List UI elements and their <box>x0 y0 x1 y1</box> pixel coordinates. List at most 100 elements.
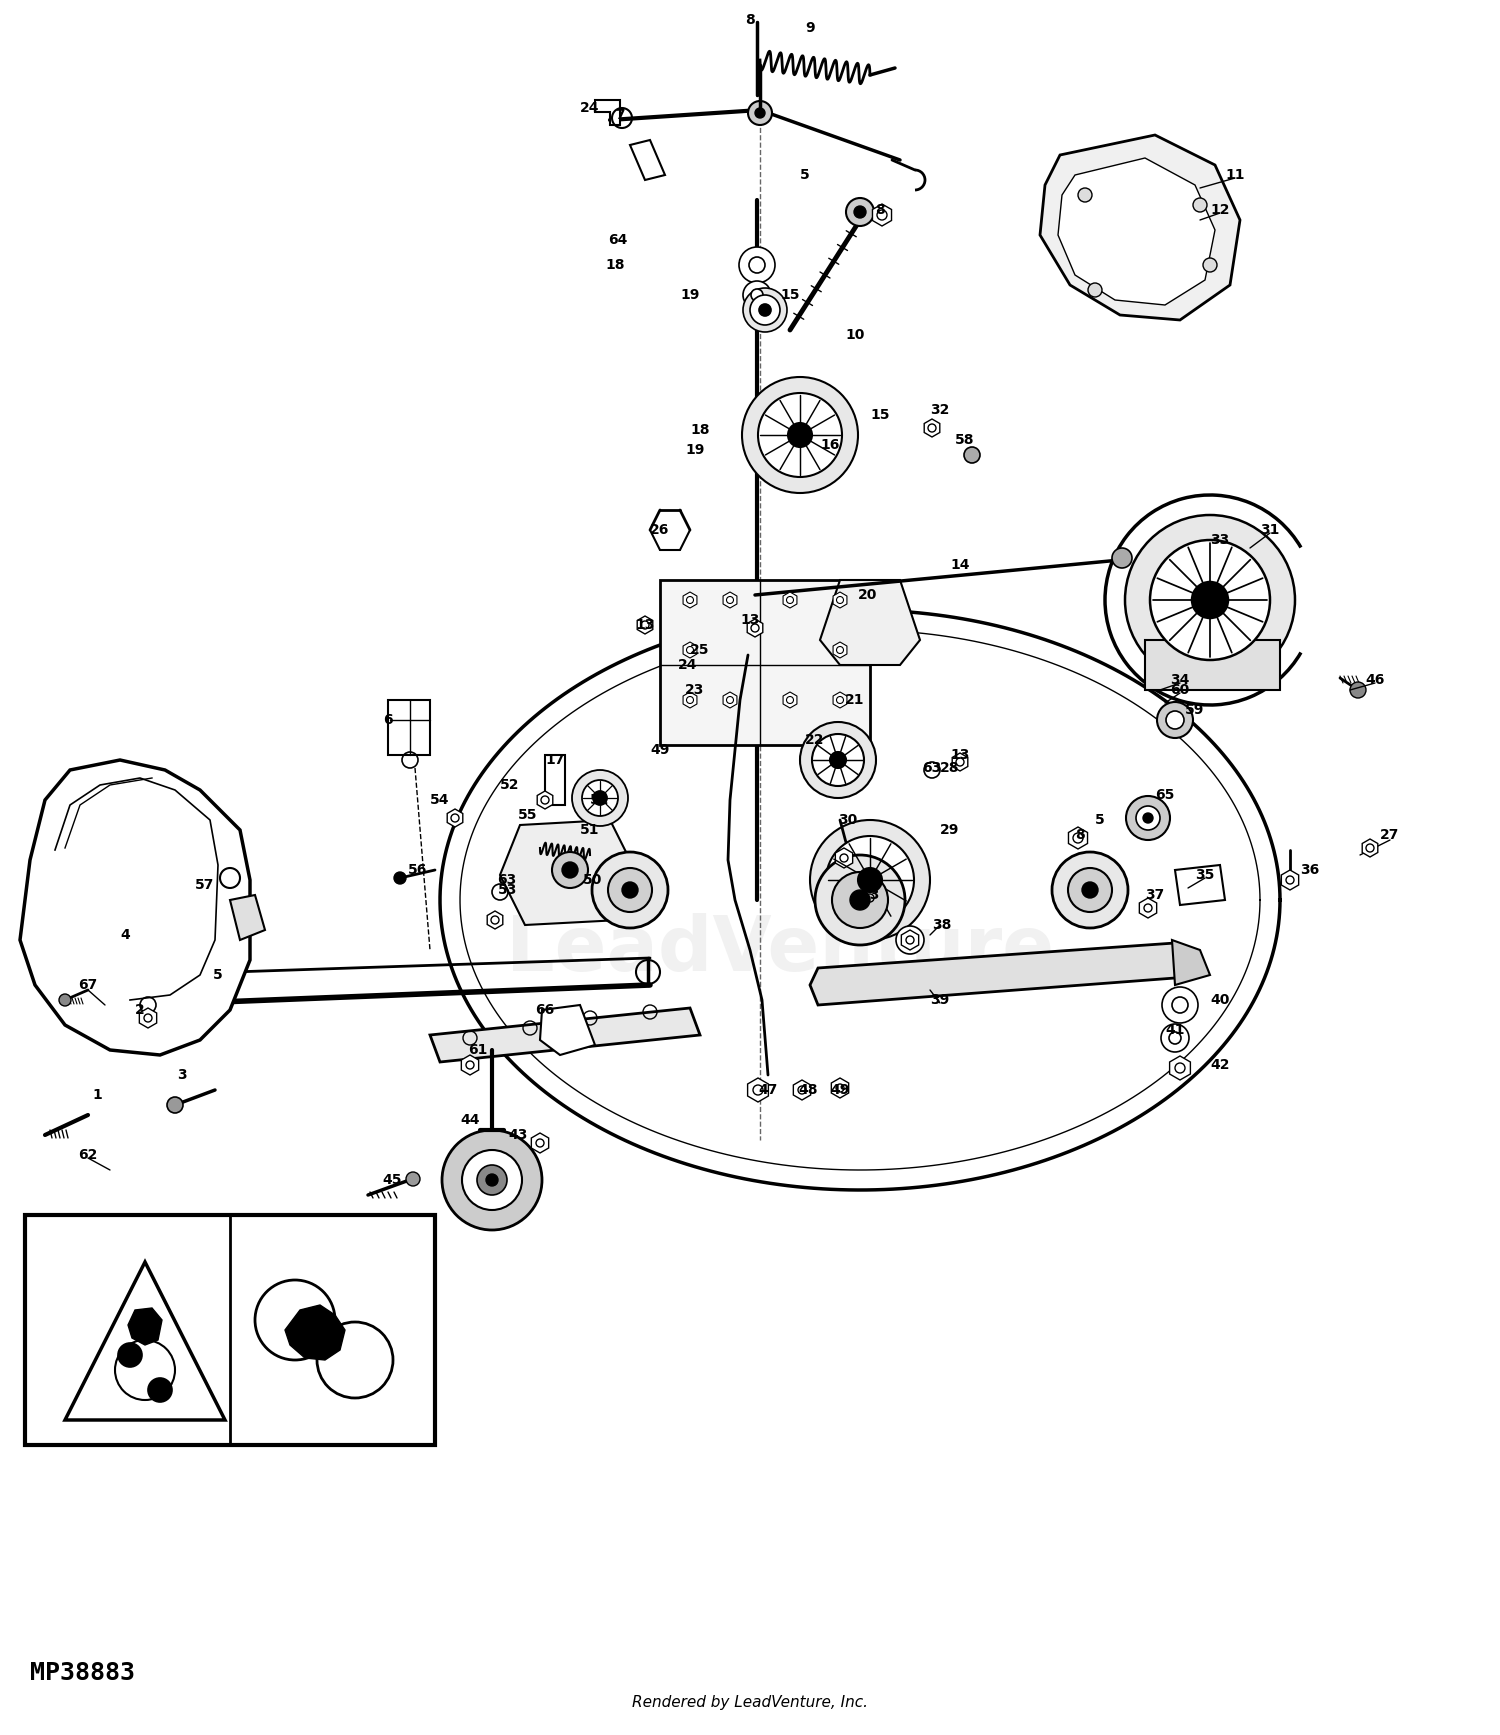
Polygon shape <box>836 848 852 868</box>
Polygon shape <box>20 760 250 1055</box>
Circle shape <box>833 873 888 928</box>
Text: 57: 57 <box>195 878 214 892</box>
Text: 44: 44 <box>460 1112 480 1128</box>
Bar <box>544 755 566 805</box>
Circle shape <box>148 1378 172 1402</box>
Circle shape <box>1192 198 1208 212</box>
Circle shape <box>486 1175 498 1187</box>
Text: 63: 63 <box>498 873 516 887</box>
Polygon shape <box>924 418 940 437</box>
Text: MP38883: MP38883 <box>30 1660 135 1685</box>
Text: 24: 24 <box>678 658 698 671</box>
Polygon shape <box>230 895 266 940</box>
Text: 19: 19 <box>686 442 705 456</box>
Circle shape <box>622 881 638 899</box>
Polygon shape <box>952 753 968 770</box>
Text: 8: 8 <box>1076 828 1084 841</box>
Circle shape <box>58 994 70 1006</box>
Circle shape <box>1126 796 1170 840</box>
Text: 13: 13 <box>861 888 879 902</box>
Polygon shape <box>682 642 698 658</box>
Circle shape <box>896 926 924 954</box>
Circle shape <box>740 246 776 283</box>
Polygon shape <box>285 1305 345 1360</box>
Polygon shape <box>1040 135 1240 319</box>
Text: 20: 20 <box>858 588 877 602</box>
Circle shape <box>1078 187 1092 201</box>
Circle shape <box>1136 807 1160 829</box>
Circle shape <box>904 933 916 946</box>
Text: 15: 15 <box>870 408 889 422</box>
Polygon shape <box>682 592 698 607</box>
Circle shape <box>810 821 930 940</box>
Circle shape <box>462 1150 522 1209</box>
Text: 13: 13 <box>636 618 654 632</box>
Polygon shape <box>833 592 848 607</box>
Text: 52: 52 <box>590 793 609 807</box>
Circle shape <box>118 1343 142 1367</box>
Text: 58: 58 <box>956 434 975 448</box>
Polygon shape <box>64 1261 225 1419</box>
Circle shape <box>1350 682 1366 697</box>
Text: 55: 55 <box>519 809 537 822</box>
Text: 61: 61 <box>468 1043 488 1057</box>
Circle shape <box>1143 814 1154 822</box>
Polygon shape <box>810 944 1182 1005</box>
Text: 7: 7 <box>615 108 626 121</box>
Bar <box>660 579 870 744</box>
Text: 63: 63 <box>922 762 942 776</box>
Circle shape <box>827 836 914 925</box>
Polygon shape <box>821 579 920 665</box>
Text: 12: 12 <box>1210 203 1230 217</box>
Polygon shape <box>140 1008 156 1029</box>
Polygon shape <box>638 616 652 633</box>
Text: 8: 8 <box>746 12 754 28</box>
Circle shape <box>562 862 578 878</box>
Polygon shape <box>723 692 736 708</box>
Circle shape <box>1162 987 1198 1024</box>
Text: 11: 11 <box>1226 168 1245 182</box>
Text: 59: 59 <box>1185 703 1204 717</box>
Polygon shape <box>1281 869 1299 890</box>
Circle shape <box>1203 259 1216 272</box>
Polygon shape <box>531 1133 549 1154</box>
Text: 53: 53 <box>498 883 517 897</box>
Text: 38: 38 <box>933 918 951 932</box>
Text: 29: 29 <box>940 822 960 836</box>
Circle shape <box>758 394 842 477</box>
Text: 5: 5 <box>213 968 223 982</box>
Circle shape <box>800 722 876 798</box>
Circle shape <box>1068 868 1112 913</box>
Circle shape <box>1150 540 1270 659</box>
Circle shape <box>754 108 765 118</box>
Polygon shape <box>430 1008 700 1062</box>
Text: 27: 27 <box>1380 828 1400 841</box>
Text: 18: 18 <box>690 423 709 437</box>
Circle shape <box>850 890 870 909</box>
Polygon shape <box>596 101 619 125</box>
Text: 30: 30 <box>839 814 858 828</box>
Text: 9: 9 <box>806 21 814 35</box>
Circle shape <box>1052 852 1128 928</box>
Circle shape <box>592 852 668 928</box>
Polygon shape <box>1068 828 1088 848</box>
Polygon shape <box>537 791 554 809</box>
Polygon shape <box>902 930 918 951</box>
Circle shape <box>853 206 865 219</box>
Text: Rendered by LeadVenture, Inc.: Rendered by LeadVenture, Inc. <box>632 1695 868 1711</box>
Polygon shape <box>833 642 848 658</box>
Text: 31: 31 <box>1260 522 1280 538</box>
Circle shape <box>166 1097 183 1112</box>
Circle shape <box>742 288 788 331</box>
Text: 49: 49 <box>651 743 669 756</box>
Text: 2: 2 <box>135 1003 146 1017</box>
Text: 22: 22 <box>806 732 825 748</box>
Text: 8: 8 <box>874 203 885 217</box>
Circle shape <box>742 376 858 493</box>
Text: 66: 66 <box>536 1003 555 1017</box>
Text: 51: 51 <box>580 822 600 836</box>
Text: 32: 32 <box>930 403 950 416</box>
Text: 21: 21 <box>846 692 864 706</box>
Polygon shape <box>1362 840 1378 857</box>
Circle shape <box>748 101 772 125</box>
